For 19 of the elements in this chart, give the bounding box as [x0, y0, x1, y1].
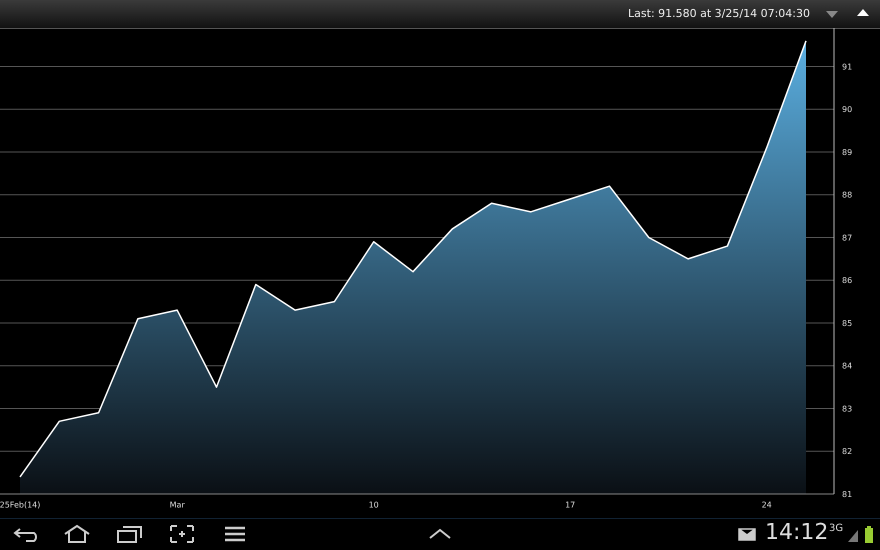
y-tick-label: 88	[842, 190, 852, 200]
x-tick-label: 24	[762, 500, 772, 510]
y-tick-label: 84	[842, 362, 852, 371]
y-tick-label: 83	[842, 404, 852, 414]
y-tick-label: 86	[842, 276, 852, 286]
x-tick-label: Mar	[170, 500, 186, 510]
y-tick-label: 91	[842, 62, 852, 72]
y-tick-label: 81	[842, 490, 852, 499]
y-tick-label: 85	[842, 318, 852, 328]
y-tick-label: 82	[842, 447, 852, 456]
y-tick-label: 90	[842, 105, 852, 114]
y-tick-label: 87	[842, 233, 852, 242]
text: 14:12	[765, 520, 828, 545]
text: Last: 91.580 at 3/25/14 07:04:30	[628, 7, 810, 20]
x-tick-label: 25Feb(14)	[0, 500, 40, 510]
x-tick-label: 17	[565, 500, 576, 510]
y-tick-label: 89	[842, 148, 852, 157]
x-tick-label: 10	[368, 500, 379, 510]
text: 3G	[829, 523, 844, 534]
